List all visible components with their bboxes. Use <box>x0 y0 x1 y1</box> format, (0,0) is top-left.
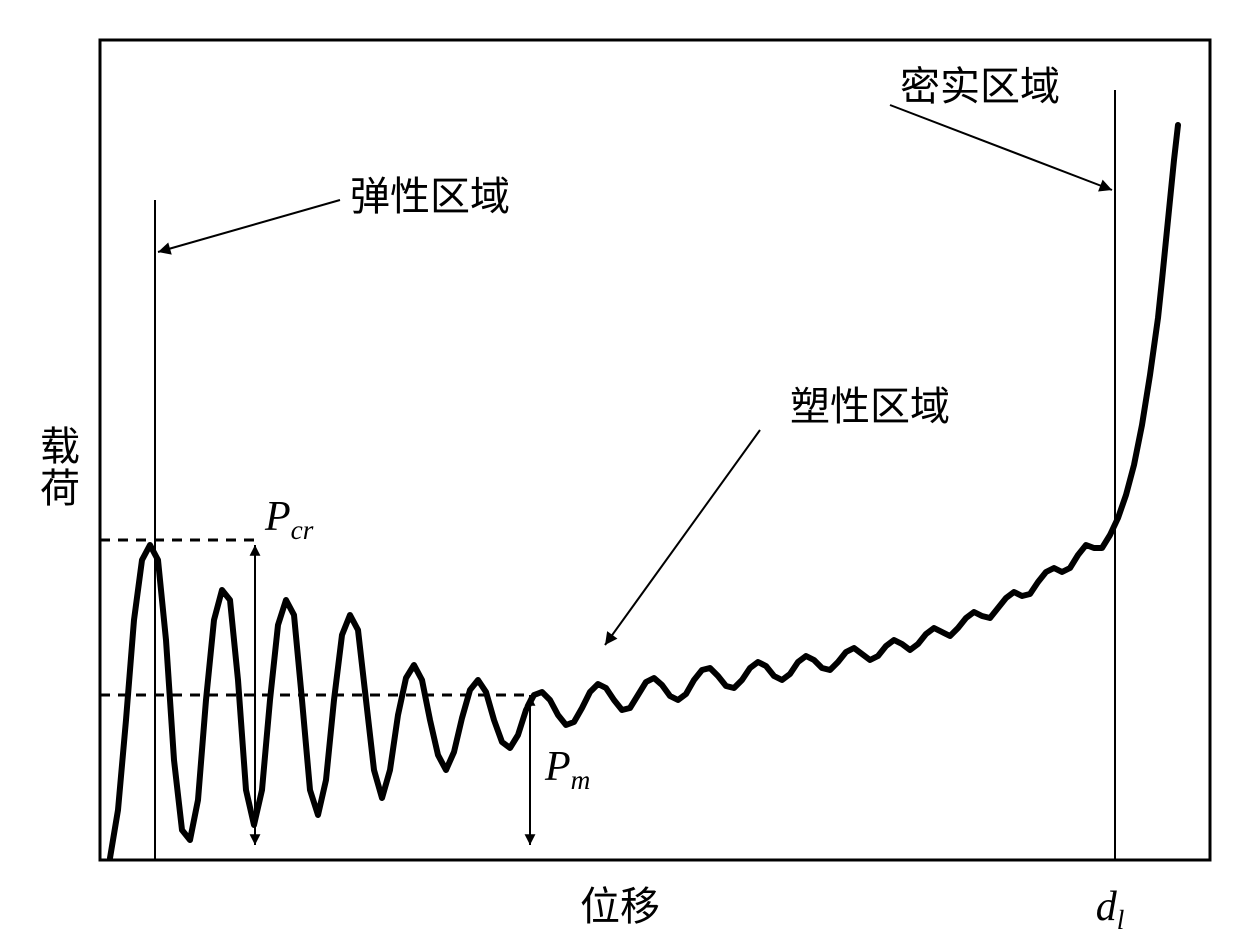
label-y-axis: 载荷 <box>40 424 80 511</box>
load-displacement-chart: 载荷位移 弹性区域塑性区域 密实区域 Pcr Pm dl <box>0 0 1240 948</box>
label-Pcr: Pcr <box>264 494 314 545</box>
label-Pm: Pm <box>544 744 590 795</box>
label-elastic-region: 弹性区域 <box>350 174 510 219</box>
label-dl: dl <box>1096 884 1125 935</box>
label-plastic-region: 塑性区域 <box>790 384 950 429</box>
label-dense-region: 密实区域 <box>900 64 1060 109</box>
label-x-axis: 位移 <box>580 884 660 929</box>
load-curve <box>110 125 1178 858</box>
